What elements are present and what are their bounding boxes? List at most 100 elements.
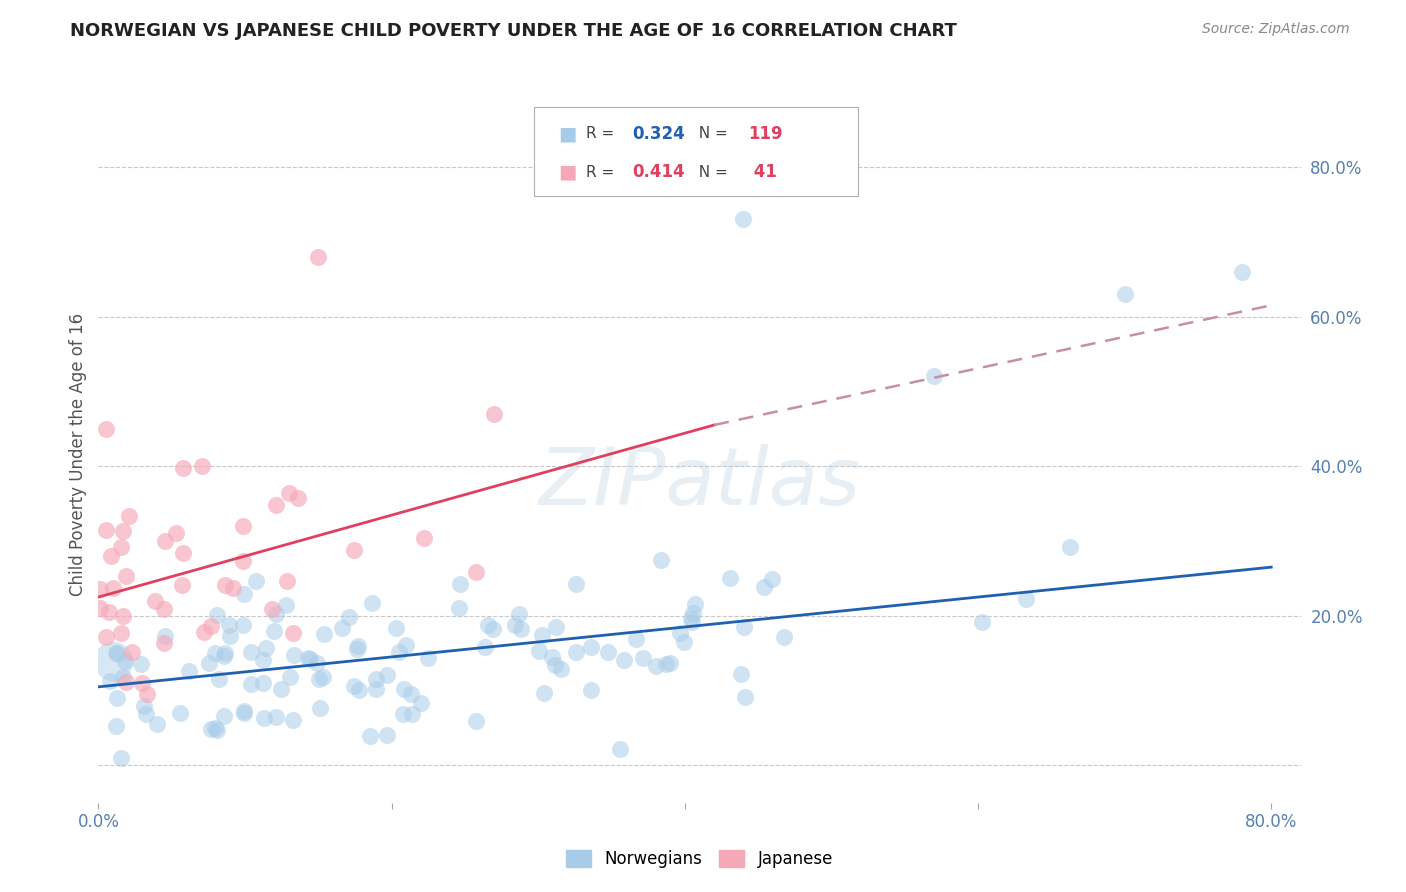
Point (218, 629, 240, 643)
Point (101, 654, 124, 668)
Point (503, 617, 526, 632)
Point (733, 620, 755, 634)
Point (232, 706, 254, 720)
Point (94, 422, 117, 436)
Point (299, 652, 322, 666)
Point (477, 618, 499, 632)
Point (655, 657, 678, 672)
Point (360, 596, 382, 610)
Point (395, 638, 418, 652)
Point (484, 407, 506, 421)
Point (146, 717, 169, 731)
Point (401, 707, 423, 722)
Point (418, 650, 440, 665)
Point (624, 632, 647, 646)
Point (411, 696, 433, 710)
Point (264, 498, 287, 512)
Point (565, 577, 588, 591)
Point (104, 719, 127, 733)
Point (1059, 540, 1081, 554)
Point (311, 670, 333, 684)
Point (447, 601, 470, 615)
Point (596, 645, 619, 659)
Point (399, 687, 422, 701)
Point (172, 578, 194, 592)
Point (681, 615, 703, 630)
Text: NORWEGIAN VS JAPANESE CHILD POVERTY UNDER THE AGE OF 16 CORRELATION CHART: NORWEGIAN VS JAPANESE CHILD POVERTY UNDE… (70, 22, 957, 40)
Point (297, 651, 319, 665)
Point (129, 657, 152, 672)
Point (347, 640, 370, 654)
Point (264, 607, 287, 622)
Point (115, 569, 138, 583)
Point (613, 652, 636, 666)
Text: ■: ■ (558, 124, 576, 144)
Point (672, 635, 695, 649)
Point (263, 624, 285, 639)
Text: N =: N = (689, 127, 733, 141)
Point (287, 491, 309, 505)
Point (105, 690, 128, 705)
Point (233, 587, 256, 601)
Text: ZIPatlas: ZIPatlas (538, 443, 860, 522)
Point (375, 668, 398, 682)
Point (110, 751, 132, 765)
Point (135, 707, 157, 722)
Point (609, 741, 631, 756)
Point (98, 673, 121, 688)
Point (200, 722, 222, 736)
Point (375, 728, 398, 742)
Point (579, 683, 602, 698)
Point (214, 577, 236, 591)
Point (347, 682, 370, 697)
Text: R =: R = (586, 165, 620, 179)
Point (772, 630, 794, 644)
Point (111, 608, 134, 623)
Point (252, 676, 274, 690)
Point (232, 554, 254, 568)
Point (482, 622, 505, 636)
Point (669, 625, 692, 640)
Point (278, 670, 301, 684)
Point (508, 607, 530, 621)
Point (337, 610, 360, 624)
Point (205, 608, 228, 623)
Y-axis label: Child Poverty Under the Age of 16: Child Poverty Under the Age of 16 (69, 313, 87, 597)
Point (165, 526, 187, 541)
Point (544, 657, 567, 672)
Point (412, 531, 434, 545)
Text: ■: ■ (558, 162, 576, 182)
Point (309, 701, 332, 715)
Point (117, 508, 139, 523)
Point (922, 369, 945, 384)
Point (274, 598, 297, 612)
Point (169, 706, 191, 720)
Point (204, 721, 226, 735)
Text: 0.414: 0.414 (633, 163, 685, 181)
Point (115, 675, 138, 690)
Text: R =: R = (586, 127, 620, 141)
Point (474, 640, 496, 655)
Point (392, 707, 415, 722)
Point (193, 624, 215, 639)
Point (97, 605, 120, 619)
Point (308, 672, 330, 686)
Point (276, 574, 298, 588)
Point (191, 458, 214, 473)
Point (254, 641, 277, 656)
Point (179, 665, 201, 679)
Point (134, 698, 156, 713)
Point (359, 729, 381, 743)
Point (645, 659, 668, 673)
Point (214, 647, 236, 661)
Point (212, 709, 235, 723)
Point (131, 675, 153, 690)
Point (172, 546, 194, 560)
Point (631, 650, 654, 665)
Point (107, 646, 129, 660)
Point (198, 656, 221, 670)
Point (683, 597, 706, 611)
Point (153, 601, 176, 615)
Point (283, 626, 305, 640)
Point (1015, 592, 1038, 607)
